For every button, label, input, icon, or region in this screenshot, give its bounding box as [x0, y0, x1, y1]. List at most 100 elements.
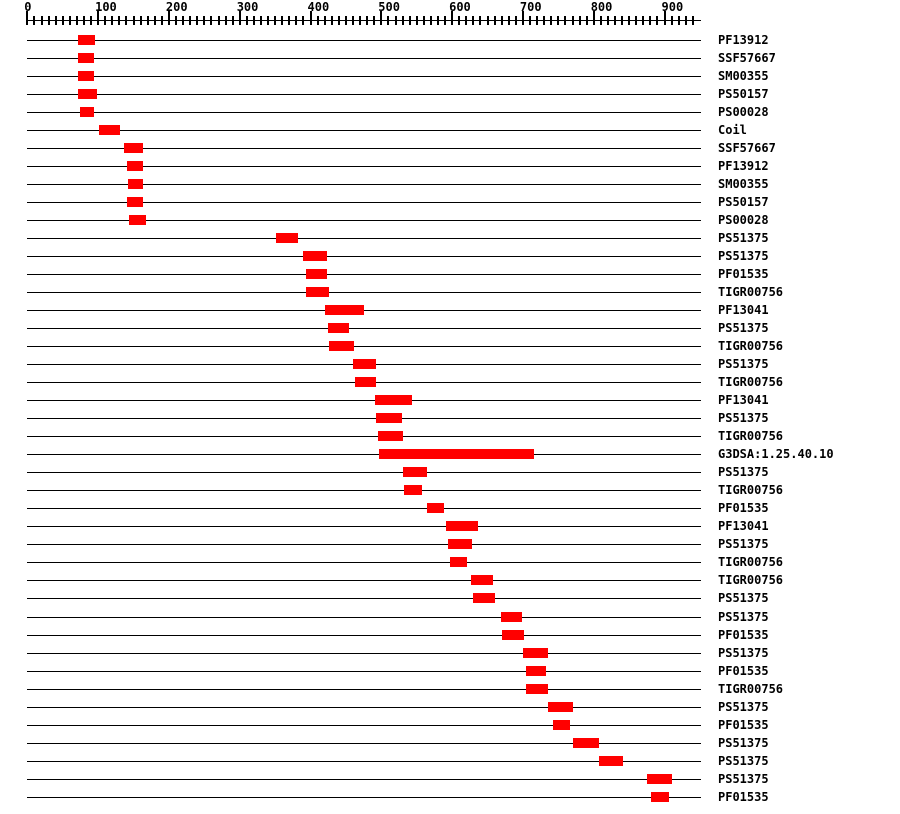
feature-bar [470, 575, 494, 586]
feature-label: PF01535 [718, 627, 769, 642]
feature-row: PS50157 [0, 193, 900, 211]
ruler-tick-minor [323, 16, 326, 25]
feature-label: Coil [718, 122, 747, 137]
ruler-tick-minor [160, 16, 163, 25]
ruler-tick-minor [670, 16, 673, 25]
feature-row: PS50157 [0, 85, 900, 103]
ruler-tick-minor [599, 16, 602, 25]
feature-bar [328, 323, 350, 333]
ruler-tick-label: 100 [95, 0, 117, 14]
feature-row: TIGR00756 [0, 373, 900, 391]
feature-bar [552, 719, 571, 730]
ruler-tick-minor [203, 16, 206, 25]
ruler-tick-label: 700 [519, 0, 542, 14]
sequence-line [27, 616, 701, 618]
sequence-line [27, 255, 701, 257]
feature-label: TIGR00756 [718, 681, 784, 696]
feature-label: PF13041 [718, 393, 769, 408]
feature-row: PF13041 [0, 301, 900, 319]
ruler-tick-minor [536, 16, 539, 25]
ruler-tick-minor [132, 16, 135, 25]
ruler-tick-minor [550, 16, 553, 25]
feature-label: PS51375 [718, 753, 769, 768]
ruler-tick-minor [436, 16, 439, 25]
ruler-tick-minor [252, 16, 255, 25]
feature-bar [355, 377, 377, 388]
sequence-line [27, 418, 701, 420]
feature-bar [378, 449, 535, 460]
ruler-tick-minor [415, 16, 418, 25]
feature-row: TIGR00756 [0, 680, 900, 698]
sequence-line [27, 183, 701, 185]
feature-row: PF01535 [0, 662, 900, 680]
ruler-tick-minor [61, 16, 64, 25]
feature-row: PS51375 [0, 608, 900, 626]
ruler-tick-minor [352, 16, 354, 25]
ruler-tick-minor [578, 16, 581, 25]
ruler-tick-label: 600 [449, 0, 471, 14]
sequence-line [27, 346, 701, 347]
sequence-line [27, 598, 701, 600]
feature-label: PF01535 [718, 717, 769, 732]
ruler-tick-minor [628, 16, 631, 25]
ruler-tick-minor [543, 16, 546, 25]
ruler-tick-minor [429, 16, 432, 25]
sequence-line [27, 796, 701, 798]
feature-row: PS51375 [0, 752, 900, 770]
feature-label: PF01535 [718, 663, 769, 678]
feature-label: PS50157 [718, 194, 769, 209]
feature-bar [127, 178, 144, 189]
feature-bar [548, 701, 574, 712]
ruler-tick-minor [564, 16, 567, 25]
ruler-tick-minor [259, 16, 262, 25]
ruler-tick-minor [54, 16, 57, 25]
sequence-line [27, 742, 701, 744]
ruler-line [27, 20, 701, 21]
feature-bar [646, 773, 672, 784]
feature-label: SM00355 [718, 68, 769, 83]
feature-row: PF13912 [0, 31, 900, 49]
ruler-tick-minor [217, 16, 220, 25]
sequence-line [27, 580, 701, 582]
ruler-tick-minor [507, 16, 510, 25]
ruler-tick-minor [175, 16, 177, 25]
feature-label: PS00028 [718, 212, 769, 227]
ruler-tick-minor [677, 16, 680, 25]
ruler-tick-minor [691, 16, 694, 25]
sequence-line [27, 490, 701, 492]
feature-label: TIGR00756 [718, 339, 784, 353]
ruler-tick-minor [684, 16, 687, 25]
ruler-tick-minor [337, 16, 340, 25]
feature-label: SM00355 [718, 176, 769, 191]
ruler-tick-minor [585, 16, 588, 25]
sequence-line [27, 436, 701, 438]
feature-bar [651, 791, 670, 802]
ruler-tick-minor [500, 16, 503, 25]
feature-row: PF01535 [0, 788, 900, 806]
ruler-tick-minor [571, 16, 574, 25]
ruler-tick-minor [529, 16, 531, 25]
feature-label: PS51375 [718, 321, 769, 335]
feature-bar [275, 232, 299, 243]
ruler-tick-minor [514, 16, 517, 25]
feature-label: TIGR00756 [718, 284, 784, 299]
feature-bar [77, 34, 96, 45]
ruler-tick-minor [118, 16, 121, 25]
ruler-tick-minor [359, 16, 362, 25]
ruler-tick-label: 300 [236, 0, 259, 14]
feature-bar [573, 737, 599, 748]
ruler-tick-minor [373, 16, 376, 25]
sequence-line [27, 147, 701, 149]
ruler-tick-major [238, 11, 241, 25]
sequence-line [27, 670, 701, 672]
feature-bar [123, 142, 143, 153]
ruler-tick-minor [493, 16, 496, 25]
sequence-line [27, 544, 701, 546]
feature-bar [353, 359, 376, 369]
sequence-line [27, 129, 701, 131]
sequence-line [27, 400, 701, 402]
feature-label: PS51375 [718, 411, 769, 426]
feature-label: TIGR00756 [718, 555, 784, 570]
ruler-tick-major [309, 11, 312, 25]
